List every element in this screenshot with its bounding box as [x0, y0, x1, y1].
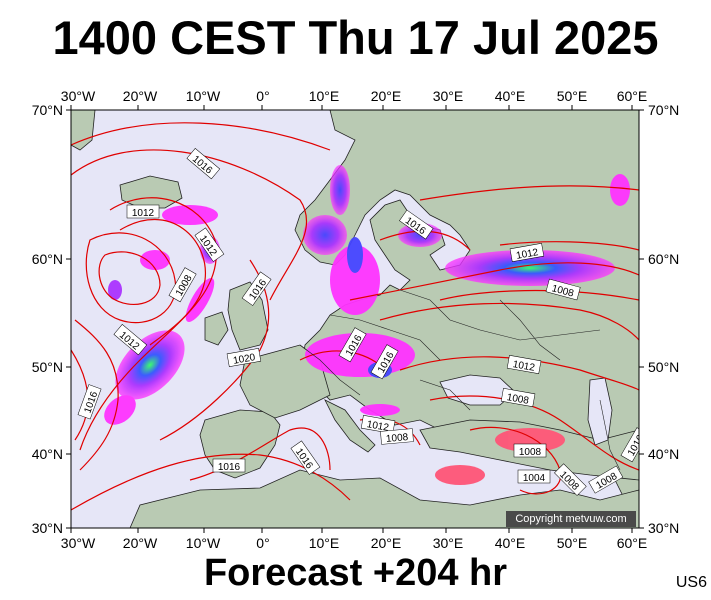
lon-label: 10°W	[186, 535, 221, 551]
lat-label: 50°N	[648, 359, 679, 375]
isobar-label: 1016	[218, 462, 241, 473]
isobar-label: 1008	[386, 432, 410, 445]
lat-label: 40°N	[32, 446, 63, 462]
lon-labels-top: 30°W 20°W 10°W 0° 10°E 20°E 30°E 40°E 50…	[61, 88, 647, 104]
forecast-label: Forecast +204 hr	[203, 552, 508, 594]
lon-label: 20°E	[371, 535, 402, 551]
lon-label: 30°E	[433, 535, 464, 551]
lon-label: 60°E	[617, 535, 648, 551]
lon-label: 40°E	[495, 88, 526, 104]
isobar-label: 1004	[523, 473, 546, 484]
map-frame	[70, 109, 640, 529]
lat-label: 40°N	[648, 446, 679, 462]
lon-label: 0°	[256, 88, 269, 104]
isobar-label: 1012	[132, 208, 155, 219]
lon-label: 20°W	[123, 88, 158, 104]
lat-label: 50°N	[32, 359, 63, 375]
model-code: US6	[675, 574, 707, 591]
lat-label: 70°N	[648, 102, 679, 118]
lon-label: 10°E	[309, 535, 340, 551]
copyright-label: Copyright metvuw.com	[506, 511, 636, 527]
lon-label: 30°W	[61, 88, 96, 104]
lon-label: 30°W	[61, 535, 96, 551]
lat-labels-right: 70°N 60°N 50°N 40°N 30°N	[648, 102, 679, 536]
lat-labels-left: 70°N 60°N 50°N 40°N 30°N	[32, 102, 63, 536]
isobar-label: 1012	[366, 419, 390, 434]
lon-label: 40°E	[495, 535, 526, 551]
lon-label: 10°W	[186, 88, 221, 104]
lon-labels-bottom: 30°W 20°W 10°W 0° 10°E 20°E 30°E 40°E 50…	[61, 535, 647, 551]
lon-label: 30°E	[433, 88, 464, 104]
lon-label: 50°E	[557, 535, 588, 551]
map-title: 1400 CEST Thu 17 Jul 2025	[52, 11, 659, 64]
isobar-label: 1012	[515, 247, 539, 262]
lon-label: 20°E	[371, 88, 402, 104]
lon-label: 20°W	[123, 535, 158, 551]
lon-label: 50°E	[557, 88, 588, 104]
lon-label: 0°	[256, 535, 269, 551]
lat-label: 30°N	[648, 520, 679, 536]
isobar-label: 1020	[232, 352, 256, 367]
lat-label: 30°N	[32, 520, 63, 536]
lat-label: 60°N	[648, 251, 679, 267]
lon-label: 60°E	[617, 88, 648, 104]
isobar-label: 1008	[519, 447, 542, 458]
lon-label: 10°E	[309, 88, 340, 104]
land-areas	[71, 110, 639, 528]
country-borders	[299, 289, 621, 471]
axis-ticks	[66, 105, 644, 533]
precipitation	[104, 165, 630, 485]
lat-label: 70°N	[32, 102, 63, 118]
lat-label: 60°N	[32, 251, 63, 267]
isobar-label: 1012	[512, 359, 536, 374]
isobar-label: 1008	[506, 392, 530, 407]
